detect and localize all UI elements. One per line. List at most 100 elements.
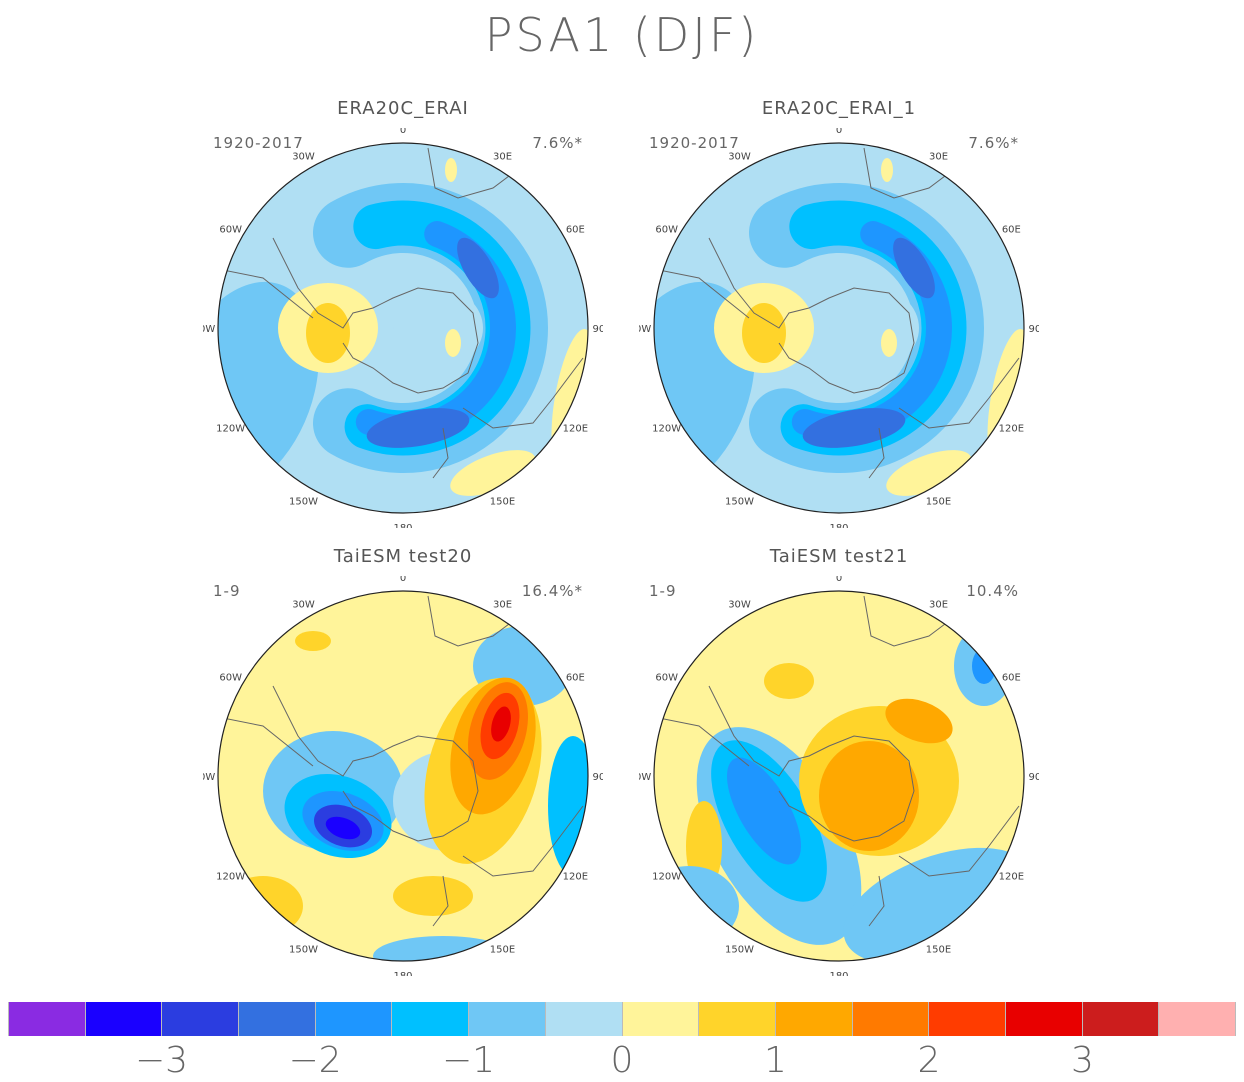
longitude-label: 180 (393, 523, 412, 528)
map-panel-taiesm-test21: TaiESM test21 1-9 10.4% 0 30E 60E 90E 120E 15… (619, 546, 1059, 986)
anomaly-contour (764, 663, 814, 699)
polar-map: 0 30E 60E 90E 120E 150E 180 150W 120W 90W 60W 30W (639, 576, 1039, 976)
panel-title: TaiESM test21 (769, 546, 909, 567)
longitude-label: 120E (999, 872, 1024, 883)
figure-title: PSA1 (DJF) (484, 8, 760, 62)
longitude-label: 30E (493, 152, 512, 163)
longitude-label: 150E (490, 944, 515, 955)
anomaly-contour (445, 158, 457, 182)
colorbar-labels: −3 −2 −1 0 1 2 3 (8, 1040, 1236, 1081)
map-field (218, 143, 588, 513)
colorbar-box (85, 1002, 163, 1036)
anomaly-contour (457, 237, 499, 299)
colorbar-tick-label: −3 (134, 1040, 189, 1081)
longitude-label: 180 (829, 971, 848, 976)
map-panel-taiesm-test20: TaiESM test20 1-9 16.4%* 0 30E 60E 90E 120E 1… (183, 546, 623, 986)
longitude-label: 90W (203, 772, 215, 783)
colorbar-tick-label: −1 (441, 1040, 496, 1081)
anomaly-contour (295, 631, 331, 651)
colorbar-tick-label: 0 (610, 1040, 634, 1081)
panel-period: 1920-2017 (649, 134, 740, 152)
coastline (654, 147, 1020, 479)
map-boundary (653, 590, 1025, 962)
longitude-label: 90E (1028, 324, 1039, 335)
map-field (654, 591, 1024, 961)
anomaly-contour (802, 408, 906, 448)
panel-period: 1-9 (213, 582, 241, 600)
antarctica-region (393, 288, 483, 368)
anomaly-contour (491, 706, 511, 742)
colorbar-box (8, 1002, 86, 1036)
colorbar-box (1005, 1002, 1083, 1036)
longitude-label: 30W (728, 152, 751, 163)
longitude-label: 60W (655, 673, 678, 684)
anomaly-contour (881, 329, 897, 357)
colorbar-box (852, 1002, 930, 1036)
map-boundary (217, 590, 589, 962)
longitude-label: 0 (400, 576, 406, 584)
panel-period: 1920-2017 (213, 134, 304, 152)
longitude-label: 60W (219, 225, 242, 236)
colorbar-tick-label: −2 (288, 1040, 342, 1081)
colorbar-box (469, 1002, 546, 1036)
longitude-label: 150E (926, 496, 951, 507)
longitude-label: 60E (1002, 673, 1021, 684)
longitude-label: 30E (929, 600, 948, 611)
panel-variance: 16.4%* (521, 582, 583, 600)
colorbar (8, 1002, 1236, 1036)
longitude-label: 150E (926, 944, 951, 955)
map-panel-era20c-erai: ERA20C_ERAI 1920-2017 7.6%* 0 30E 60E 90E 12… (183, 98, 623, 538)
longitude-label: 30E (493, 600, 512, 611)
longitude-label: 60W (655, 225, 678, 236)
colorbar-box (239, 1002, 316, 1036)
longitude-label: 30W (292, 152, 315, 163)
anomaly-contour (885, 698, 953, 744)
panel-title: TaiESM test20 (333, 546, 473, 567)
colorbar-box (929, 1002, 1006, 1036)
panel-period: 1-9 (649, 582, 677, 600)
longitude-label: 180 (829, 523, 848, 528)
anomaly-contour (445, 329, 461, 357)
polar-map: 0 30E 60E 90E 120E 150E 180 150W 120W 90W 60W 30W (203, 128, 603, 528)
longitude-label: 150W (289, 496, 318, 507)
anomaly-contour (393, 876, 473, 916)
colorbar-box (622, 1002, 700, 1036)
anomaly-contour (306, 303, 350, 363)
polar-map: 0 30E 60E 90E 120E 150E 180 150W 120W 90W 60W 30W (639, 128, 1039, 528)
longitude-label: 150E (490, 496, 515, 507)
colorbar-box (545, 1002, 623, 1036)
longitude-label: 60E (566, 225, 585, 236)
coastline (654, 595, 1020, 927)
polar-map: 0 30E 60E 90E 120E 150E 180 150W 120W 90W 60W 30W (203, 576, 603, 976)
longitude-label: 30W (292, 600, 315, 611)
longitude-label: 90W (639, 324, 651, 335)
colorbar-box (1159, 1002, 1236, 1036)
longitude-label: 90E (592, 772, 603, 783)
longitude-label: 0 (836, 128, 842, 136)
longitude-label: 90W (639, 772, 651, 783)
anomaly-contour (325, 816, 361, 840)
longitude-label: 90W (203, 324, 215, 335)
anomaly-contour (366, 408, 470, 448)
anomaly-contour (893, 237, 935, 299)
longitude-label: 90E (592, 324, 603, 335)
colorbar-tick-label: 1 (764, 1040, 787, 1081)
panel-title: ERA20C_ERAI_1 (761, 98, 917, 119)
colorbar-box (392, 1002, 470, 1036)
map-boundary (217, 142, 589, 514)
longitude-label: 120W (216, 872, 245, 883)
longitude-label: 30E (929, 152, 948, 163)
longitude-label: 60E (566, 673, 585, 684)
longitude-label: 120W (652, 872, 681, 883)
map-field (218, 591, 588, 961)
longitude-label: 0 (836, 576, 842, 584)
anomaly-contour (548, 736, 588, 876)
colorbar-box (775, 1002, 853, 1036)
coastline (218, 147, 584, 479)
longitude-label: 180 (393, 971, 412, 976)
map-panel-era20c-erai-1: ERA20C_ERAI_1 1920-2017 7.6%* 0 30E 60E 90E… (619, 98, 1059, 538)
anomaly-contour (727, 757, 801, 865)
longitude-label: 150W (725, 496, 754, 507)
anomaly-contour (819, 741, 919, 851)
map-field (654, 143, 1024, 513)
